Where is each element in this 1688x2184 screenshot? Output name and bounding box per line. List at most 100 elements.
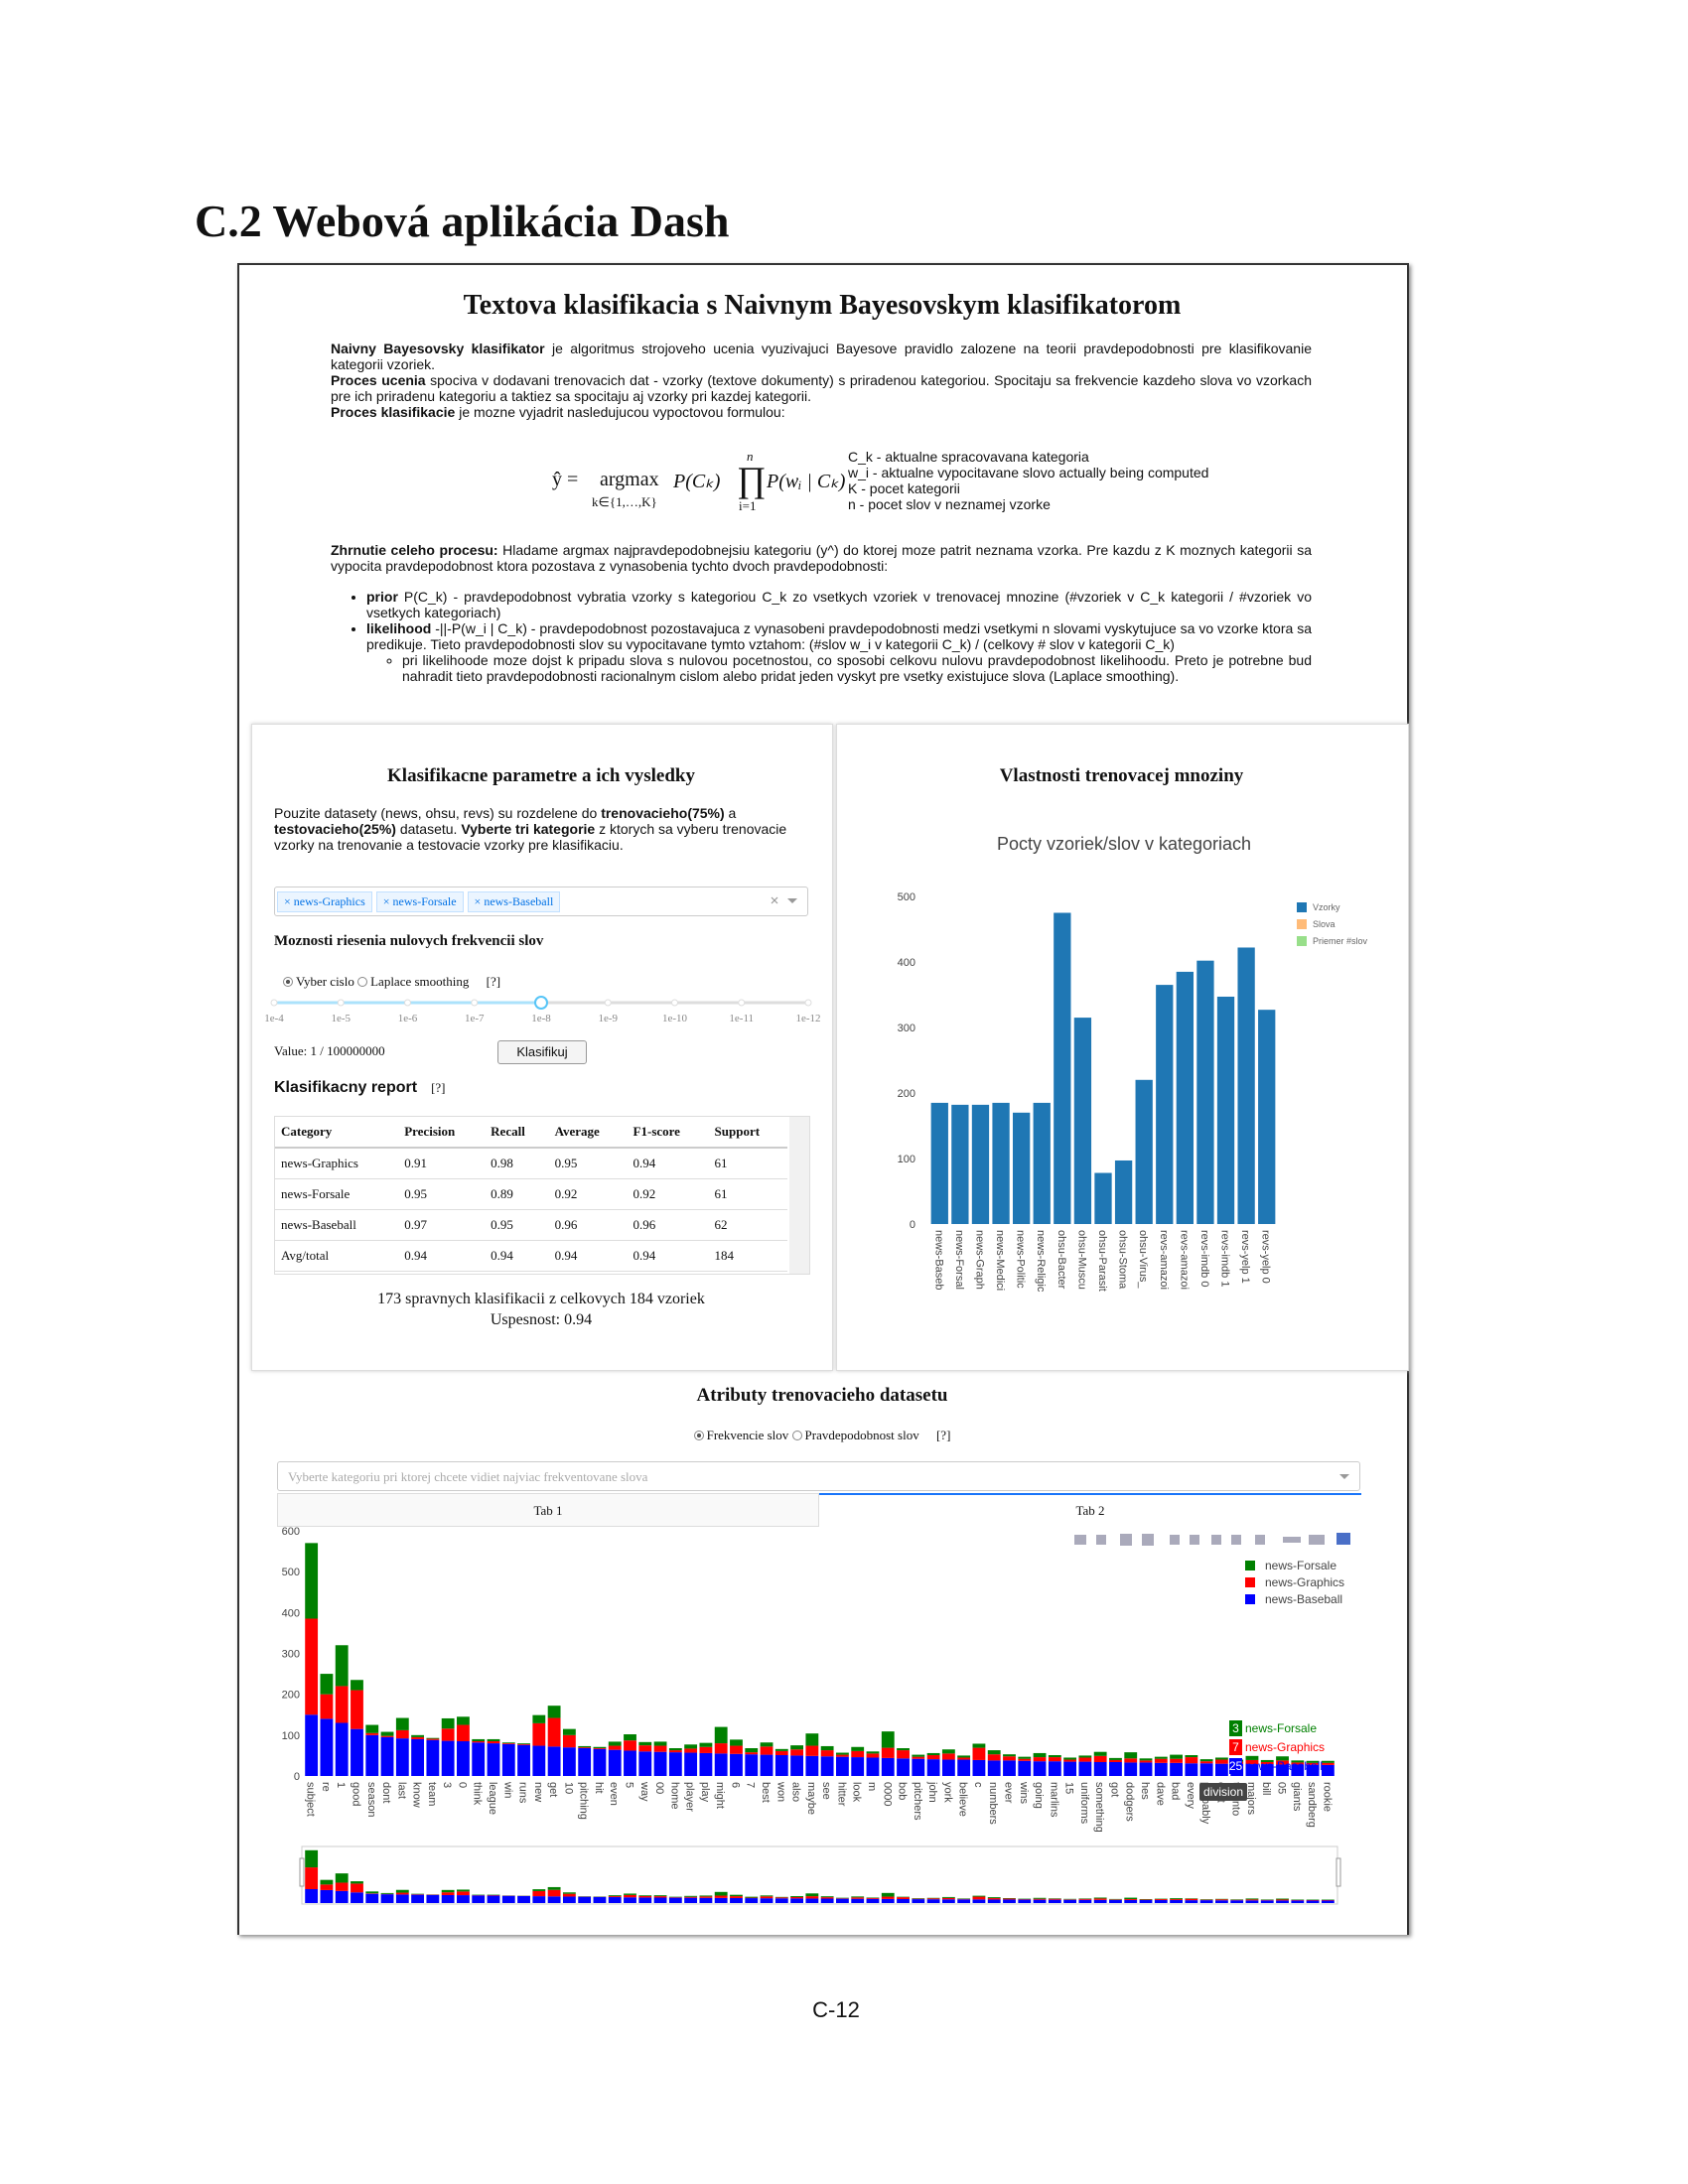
bold-text: Naivny Bayesovsky klasifikator — [331, 341, 545, 356]
column-header: Category — [275, 1117, 399, 1149]
tab[interactable]: Tab 1 — [277, 1493, 819, 1527]
table-cell: 0.94 — [485, 1240, 549, 1272]
bold-text: likelihood — [366, 620, 432, 636]
intro-paragraph: Proces klasifikacie je mozne vyjadrit na… — [331, 404, 1312, 420]
help[interactable]: [?] — [486, 974, 501, 989]
report-title: Klasifikacny report [?] — [274, 1079, 446, 1097]
text: -||-P(w_i | C_k) - pravdepodobnost pozos… — [366, 620, 1312, 652]
bold-text: trenovacieho(75%) — [601, 805, 725, 821]
table-cell: news-Graphics — [275, 1148, 399, 1179]
bold-text: Zhrnutie celeho procesu: — [331, 542, 498, 558]
classify-button[interactable]: Klasifikuj — [497, 1040, 587, 1064]
list: prior P(C_k) - pravdepodobnost vybratia … — [331, 589, 1312, 684]
bullet: prior P(C_k) - pravdepodobnost vybratia … — [366, 589, 1312, 620]
text: Hladame argmax najpravdepodobnejsiu kate… — [331, 542, 1312, 574]
formula-op-sub: k∈{1,…,K} — [592, 494, 657, 509]
table-cell: 0.96 — [627, 1209, 709, 1241]
radio[interactable] — [693, 1431, 704, 1440]
chip-label: news-Graphics — [293, 894, 365, 908]
report-table-box: Category Precision Recall Average F1-score Su… — [274, 1116, 810, 1275]
radio-label: Vyber cislo — [296, 974, 354, 989]
value-label: Value: 1 / 100000000 — [274, 1043, 385, 1058]
panel-title: Klasifikacne parametre a ich vysledky — [387, 765, 695, 786]
chip[interactable]: × news-Forsale — [375, 891, 464, 912]
table-row: news-Forsale 0.95 0.89 0.92 0.92 61 — [275, 1178, 787, 1210]
table-cell: 0.92 — [627, 1178, 709, 1210]
radio[interactable] — [283, 977, 293, 987]
table-cell: 0.92 — [548, 1178, 628, 1210]
chip[interactable]: × news-Baseball — [467, 891, 561, 912]
select-controls[interactable] — [770, 896, 799, 906]
formula-prod: ∏ — [737, 460, 767, 499]
radio[interactable] — [791, 1431, 802, 1440]
column-header: Support — [708, 1117, 787, 1149]
formula-notes: C_k - aktualne spracovavana kategoria w_… — [848, 449, 1325, 512]
section-heading: C.2 Webová aplikácia Dash — [195, 196, 730, 246]
tab[interactable]: Tab 2 — [819, 1493, 1361, 1527]
table-cell: 0.96 — [548, 1209, 628, 1241]
bullet: likelihood -||-P(w_i | C_k) - pravdepodo… — [366, 620, 1312, 684]
intro-paragraph: Naivny Bayesovsky klasifikator je algori… — [331, 341, 1312, 372]
chip-label: news-Forsale — [392, 894, 457, 908]
table-cell: news-Forsale — [275, 1178, 399, 1210]
intro-paragraph: Proces ucenia spociva v dodavani trenova… — [331, 372, 1312, 404]
params-description: Pouzite datasety (news, ohsu, revs) su r… — [274, 805, 790, 853]
table-cell: 62 — [708, 1209, 787, 1241]
bullet-list: prior P(C_k) - pravdepodobnost vybratia … — [331, 589, 1312, 684]
text: z ktorych sa vyberu trenovacie vzorky na… — [274, 821, 787, 853]
table-cell: 0.95 — [485, 1209, 549, 1241]
section-title: Atributy trenovacieho datasetu — [696, 1385, 948, 1406]
sub-bullet: pri likelihoode moze dojst k pripadu slo… — [402, 652, 1312, 684]
table-cell: 0.94 — [627, 1148, 709, 1179]
table-cell: Avg/total — [275, 1240, 399, 1272]
table-cell: 0.89 — [485, 1178, 549, 1210]
help[interactable]: [?] — [431, 1080, 446, 1095]
formula-note: w_i - aktualne vypocitavane slovo actual… — [848, 465, 1209, 480]
report-table: Category Precision Recall Average F1-score Su… — [275, 1117, 787, 1272]
bold-text: testovacieho(25%) — [274, 821, 396, 837]
table-row: news-Baseball 0.97 0.95 0.96 0.96 62 — [275, 1209, 787, 1241]
intro: Naivny Bayesovsky klasifikator je algori… — [331, 341, 1312, 420]
formula-likelihood: P(wᵢ | Cₖ) — [767, 471, 846, 492]
header-row: Category Precision Recall Average F1-score Su… — [275, 1117, 787, 1149]
table-cell: 0.94 — [627, 1240, 709, 1272]
bold-text: Vyberte tri kategorie — [461, 821, 596, 837]
table-row: Avg/total 0.94 0.94 0.94 0.94 184 — [275, 1240, 787, 1272]
sub-list: pri likelihoode moze dojst k pripadu slo… — [366, 652, 1312, 684]
radio[interactable] — [357, 977, 368, 987]
table-cell: 0.95 — [398, 1178, 486, 1210]
table-cell: 0.97 — [398, 1209, 486, 1241]
word-category-select[interactable]: Vyberte kategoriu pri ktorej chcete vidi… — [277, 1461, 1360, 1491]
text: je algoritmus strojoveho ucenia vyuzivaj… — [331, 341, 1312, 372]
formula-note: K - pocet kategorii — [848, 480, 960, 496]
formula-op: argmax — [600, 469, 659, 490]
text: P(C_k) - pravdepodobnost vybratia vzorky… — [366, 589, 1312, 620]
text: datasetu. — [395, 821, 462, 837]
column-header: F1-score — [627, 1117, 709, 1149]
page-number: C-12 — [0, 1997, 1688, 2023]
help[interactable]: [?] — [935, 1428, 951, 1442]
table-cell: 61 — [708, 1178, 787, 1210]
chip[interactable]: × news-Graphics — [277, 891, 372, 912]
radio-label: Laplace smoothing — [370, 974, 470, 989]
bold-text: prior — [366, 589, 398, 605]
category-select[interactable]: × news-Graphics × news-Forsale × news-Base… — [274, 887, 808, 916]
chip-label: news-Baseball — [484, 894, 554, 908]
table-cell: news-Baseball — [275, 1209, 399, 1241]
table-cell: 0.94 — [548, 1240, 628, 1272]
scrollbar[interactable] — [789, 1117, 809, 1274]
result-text: 173 spravnych klasifikacii z celkovych 1… — [377, 1291, 705, 1307]
formula-note: C_k - aktualne spracovavana kategoria — [848, 449, 1089, 465]
column-header: Recall — [485, 1117, 549, 1149]
text: a — [724, 805, 737, 821]
text: Pouzite datasety (news, ohsu, revs) su r… — [274, 805, 602, 821]
train-panel — [836, 724, 1409, 1371]
app-title: Textova klasifikacia s Naivnym Bayesovsk… — [463, 290, 1182, 321]
result: 173 spravnych klasifikacii z celkovych 1… — [251, 1289, 831, 1330]
formula-lhs: ŷ = — [552, 469, 579, 490]
table-cell: 0.94 — [398, 1240, 486, 1272]
bold-text: Proces klasifikacie — [331, 404, 456, 420]
bullet-text: likelihood -||-P(w_i | C_k) - pravdepodo… — [366, 620, 1312, 652]
radio-label: Pravdepodobnost slov — [804, 1428, 919, 1442]
